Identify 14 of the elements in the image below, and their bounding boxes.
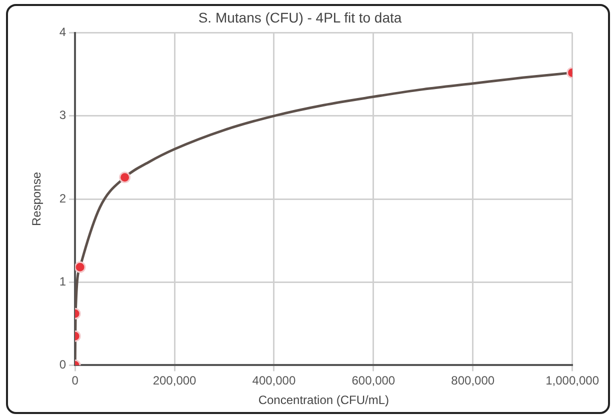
x-tick-label: 800,000 [451,374,495,388]
x-tick-label: 1,000,000 [546,374,600,388]
y-tick-label: 0 [59,358,66,372]
x-tick-label: 200,000 [152,374,197,388]
x-tick-label: 400,000 [252,374,296,388]
y-axis-title: Response [30,172,44,226]
y-tick-label: 4 [59,25,66,40]
y-tick-label: 2 [59,191,66,206]
x-tick-label: 600,000 [352,374,396,388]
y-tick-label: 1 [59,274,66,288]
chart-title: S. Mutans (CFU) - 4PL fit to data [198,9,402,26]
y-tick-label: 3 [59,108,66,122]
x-tick-label: 0 [72,374,79,388]
x-axis-title: Concentration (CFU/mL) [258,393,390,408]
